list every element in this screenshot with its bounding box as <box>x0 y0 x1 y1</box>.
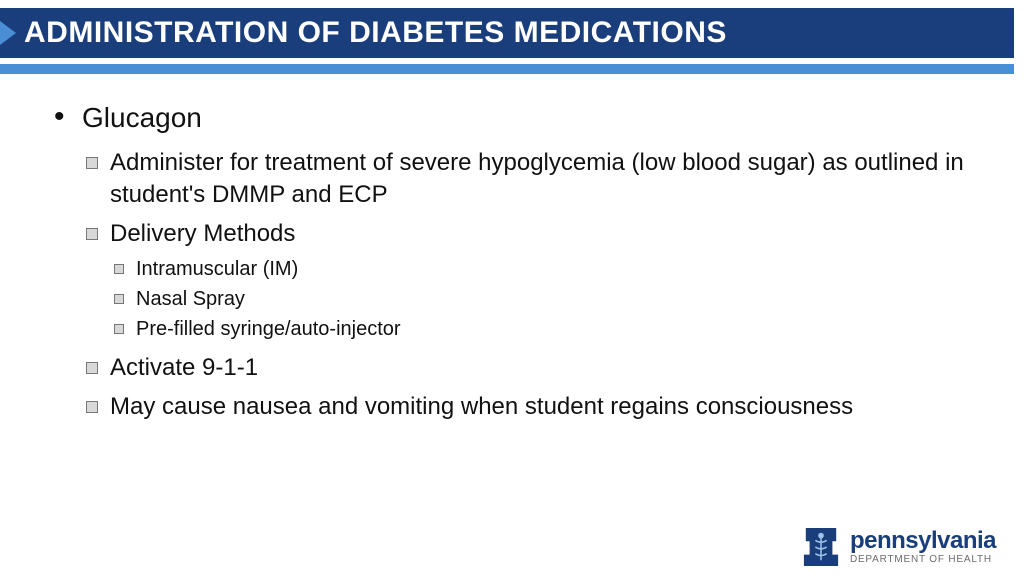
list-item: Activate 9-1-1 <box>82 352 964 384</box>
logo-main-text: pennsylvania <box>850 529 996 553</box>
title-bar: ADMINISTRATION OF DIABETES MEDICATIONS <box>0 8 1014 58</box>
keystone-icon <box>802 526 840 568</box>
l1-label: Glucagon <box>82 102 202 133</box>
l2-label: Delivery Methods <box>110 220 295 247</box>
list-item: Delivery Methods Intramuscular (IM) Nasa… <box>82 218 964 344</box>
list-item: Pre-filled syringe/auto-injector <box>110 314 964 344</box>
l3-label: Pre-filled syringe/auto-injector <box>136 318 401 340</box>
title-underline <box>0 64 1014 74</box>
bullet-list-l2: Administer for treatment of severe hypog… <box>82 147 964 423</box>
list-item: May cause nausea and vomiting when stude… <box>82 391 964 423</box>
l2-label: Activate 9-1-1 <box>110 354 258 381</box>
bullet-list-l3: Intramuscular (IM) Nasal Spray Pre-fille… <box>110 254 964 344</box>
footer-logo: pennsylvania DEPARTMENT OF HEALTH <box>802 526 996 568</box>
l3-label: Intramuscular (IM) <box>136 258 298 280</box>
l3-label: Nasal Spray <box>136 288 245 310</box>
list-item: Administer for treatment of severe hypog… <box>82 147 964 212</box>
content-area: Glucagon Administer for treatment of sev… <box>0 74 1024 423</box>
list-item: Nasal Spray <box>110 284 964 314</box>
page-title: ADMINISTRATION OF DIABETES MEDICATIONS <box>24 16 727 49</box>
l2-label: May cause nausea and vomiting when stude… <box>110 393 853 420</box>
list-item: Glucagon Administer for treatment of sev… <box>48 100 964 423</box>
bullet-list-l1: Glucagon Administer for treatment of sev… <box>48 100 964 423</box>
logo-text: pennsylvania DEPARTMENT OF HEALTH <box>850 529 996 565</box>
l2-label: Administer for treatment of severe hypog… <box>110 149 964 208</box>
logo-sub-text: DEPARTMENT OF HEALTH <box>850 555 996 565</box>
list-item: Intramuscular (IM) <box>110 254 964 284</box>
